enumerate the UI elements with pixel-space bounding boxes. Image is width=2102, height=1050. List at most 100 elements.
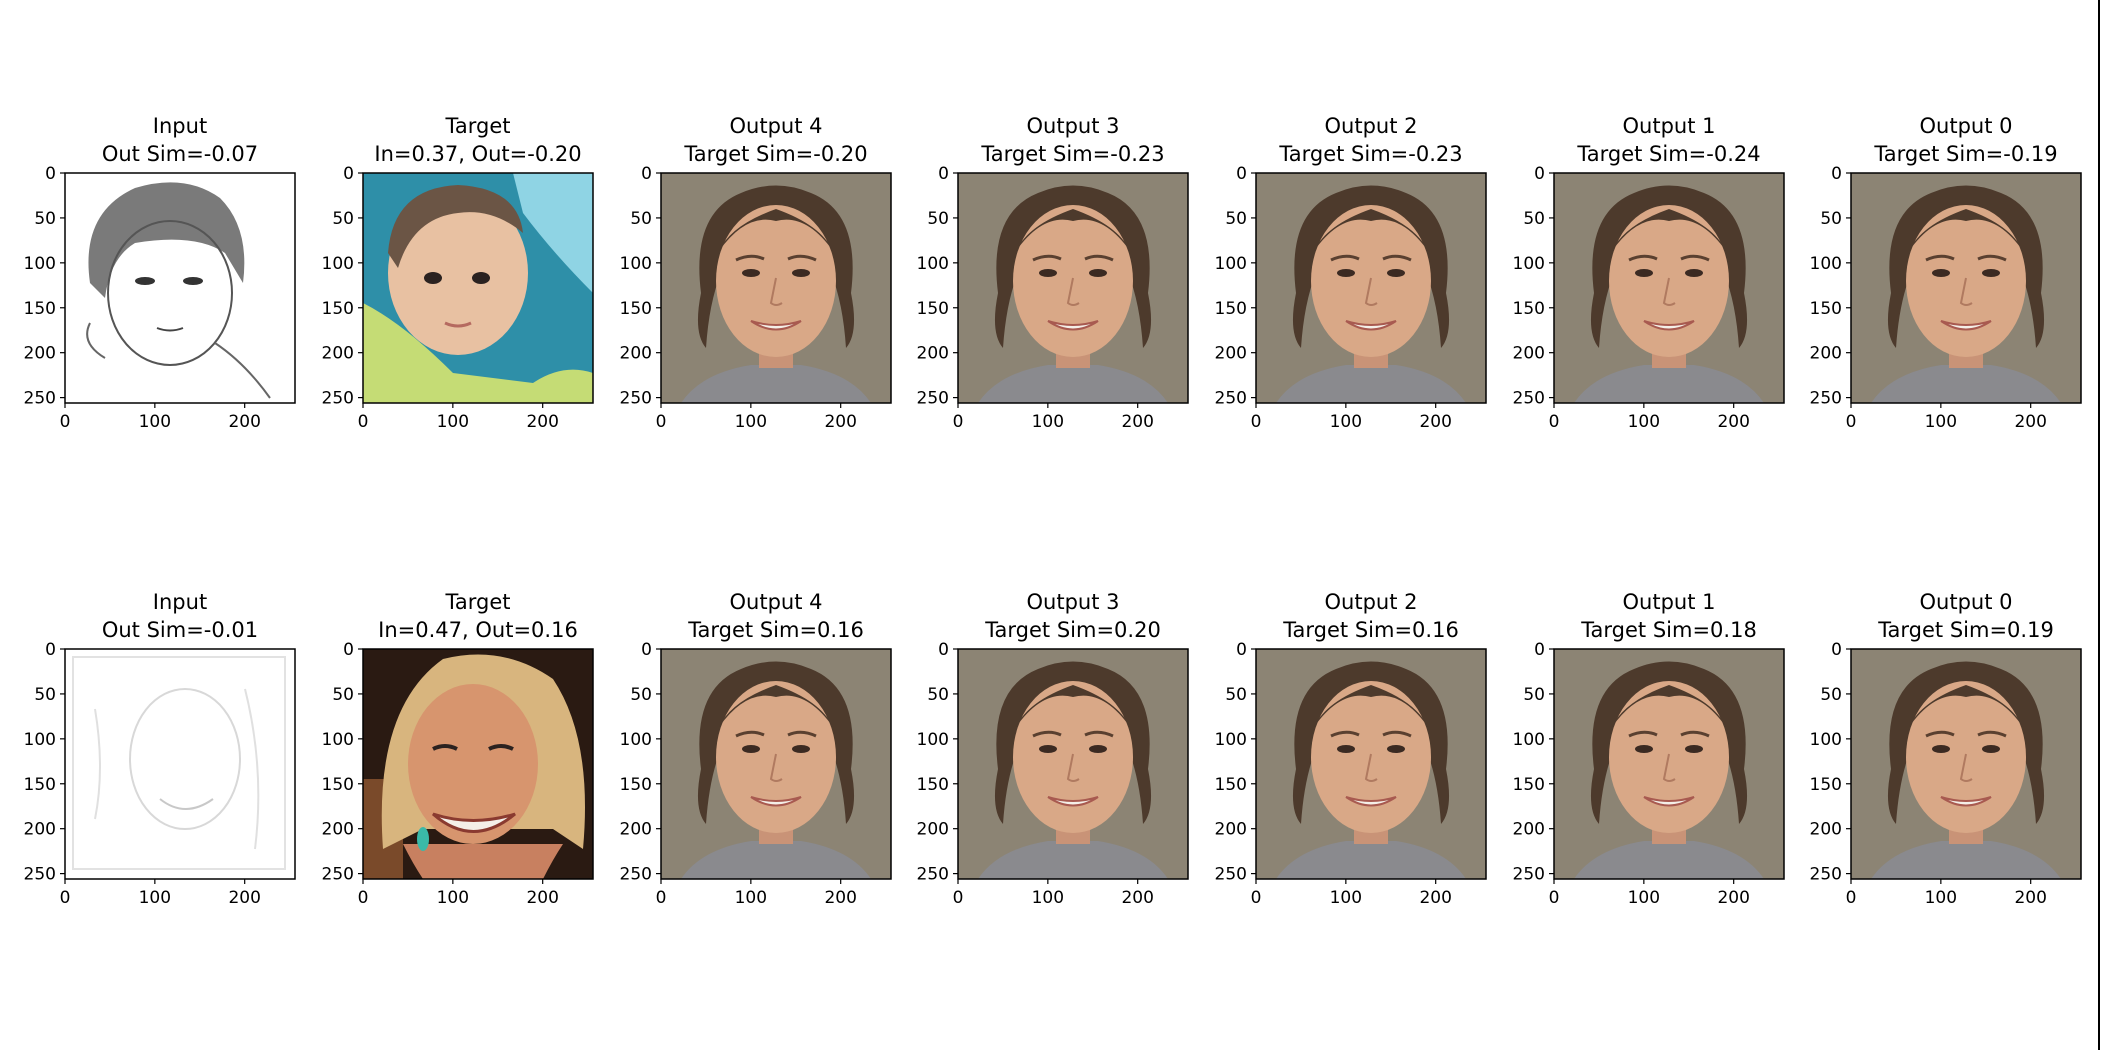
- panel-image: [958, 173, 1188, 403]
- y-tick-label: 250: [24, 389, 56, 409]
- x-tick-label: 0: [1549, 888, 1560, 908]
- y-tick-label: 100: [322, 730, 354, 750]
- y-tick-label: 100: [24, 254, 56, 274]
- baby-left-eye: [424, 272, 442, 284]
- x-tick-label: 200: [228, 412, 260, 432]
- right-eye: [1685, 745, 1703, 753]
- sketch-clothing-lines: [86, 322, 271, 399]
- x-tick-label: 100: [1628, 412, 1660, 432]
- right-brow: [1382, 730, 1412, 738]
- panel-subtitle: Target Sim=0.19: [1877, 618, 2054, 642]
- y-tick-label: 150: [1810, 299, 1842, 319]
- right-eye: [792, 269, 810, 277]
- panel-subtitle: Target Sim=-0.23: [980, 142, 1164, 166]
- woman-smile: [432, 812, 516, 833]
- y-tick-label: 150: [917, 775, 949, 795]
- x-tick-label: 0: [60, 412, 71, 432]
- y-tick-label: 0: [641, 640, 652, 660]
- panel-title: Input: [153, 590, 207, 614]
- smile-shape: [1643, 320, 1695, 331]
- panel-image: [958, 649, 1188, 879]
- left-brow: [1330, 730, 1360, 738]
- y-tick-label: 250: [1810, 389, 1842, 409]
- panel-image: [363, 649, 593, 879]
- fringe-shape: [1909, 209, 2023, 251]
- left-eye: [742, 269, 760, 277]
- y-tick-label: 0: [1831, 164, 1842, 184]
- y-tick-label: 150: [24, 299, 56, 319]
- y-tick-label: 150: [1810, 775, 1842, 795]
- baby-hair: [388, 185, 523, 268]
- smile-shape: [1345, 320, 1397, 331]
- y-tick-label: 50: [1225, 685, 1247, 705]
- left-eye: [1635, 269, 1653, 277]
- y-tick-label: 200: [1513, 820, 1545, 840]
- x-tick-label: 0: [1846, 888, 1857, 908]
- right-eye: [792, 745, 810, 753]
- nose-line: [769, 277, 783, 306]
- y-tick-label: 150: [1215, 299, 1247, 319]
- panel-subtitle: Target Sim=0.18: [1580, 618, 1757, 642]
- nose-line: [1066, 277, 1080, 306]
- panel-title: Target: [445, 590, 511, 614]
- y-tick-label: 0: [343, 164, 354, 184]
- y-tick-label: 150: [620, 775, 652, 795]
- y-tick-label: 50: [1523, 685, 1545, 705]
- y-tick-label: 200: [620, 820, 652, 840]
- smile-shape: [1345, 796, 1397, 807]
- y-tick-label: 250: [620, 865, 652, 885]
- y-tick-label: 200: [620, 344, 652, 364]
- y-tick-label: 250: [24, 865, 56, 885]
- axes-frame: [1850, 648, 2082, 880]
- x-tick-label: 200: [1419, 888, 1451, 908]
- right-eye: [1982, 745, 2000, 753]
- sketch-face-outline: [107, 220, 233, 366]
- right-brow: [1084, 254, 1114, 262]
- x-tick-label: 0: [953, 412, 964, 432]
- left-eye: [1932, 269, 1950, 277]
- x-tick-label: 200: [526, 412, 558, 432]
- left-brow: [735, 254, 765, 262]
- fringe-shape: [719, 209, 833, 251]
- left-brow: [1032, 730, 1062, 738]
- left-eye: [1932, 745, 1950, 753]
- right-eye: [1089, 745, 1107, 753]
- right-eye: [1685, 269, 1703, 277]
- axes-frame: [64, 648, 296, 880]
- nose-line: [1364, 277, 1378, 306]
- panel-title: Input: [153, 114, 207, 138]
- axes-frame: [1553, 172, 1785, 404]
- baby-mouth: [444, 321, 472, 328]
- x-tick-label: 100: [735, 412, 767, 432]
- panel-title: Output 2: [1325, 114, 1418, 138]
- fringe-shape: [719, 685, 833, 727]
- left-eye: [742, 745, 760, 753]
- shirt-shape: [1276, 365, 1466, 403]
- smile-shape: [1940, 796, 1992, 807]
- left-brow: [1925, 730, 1955, 738]
- y-tick-label: 0: [45, 640, 56, 660]
- panel-subtitle: Target Sim=0.20: [984, 618, 1161, 642]
- right-eye: [1982, 269, 2000, 277]
- nose-line: [1959, 277, 1973, 306]
- y-tick-label: 150: [1513, 775, 1545, 795]
- smile-shape: [1643, 796, 1695, 807]
- panel-title: Output 1: [1623, 590, 1716, 614]
- axes-frame: [1255, 648, 1487, 880]
- fringe-shape: [1909, 685, 2023, 727]
- y-tick-label: 250: [1513, 865, 1545, 885]
- y-tick-label: 150: [1215, 775, 1247, 795]
- woman-left-eye: [432, 744, 458, 751]
- y-tick-label: 100: [1810, 254, 1842, 274]
- sketch-right-eye: [183, 277, 203, 285]
- y-tick-label: 100: [620, 254, 652, 274]
- y-tick-label: 0: [1236, 164, 1247, 184]
- woman-face: [408, 684, 538, 844]
- panel-image: [363, 173, 593, 403]
